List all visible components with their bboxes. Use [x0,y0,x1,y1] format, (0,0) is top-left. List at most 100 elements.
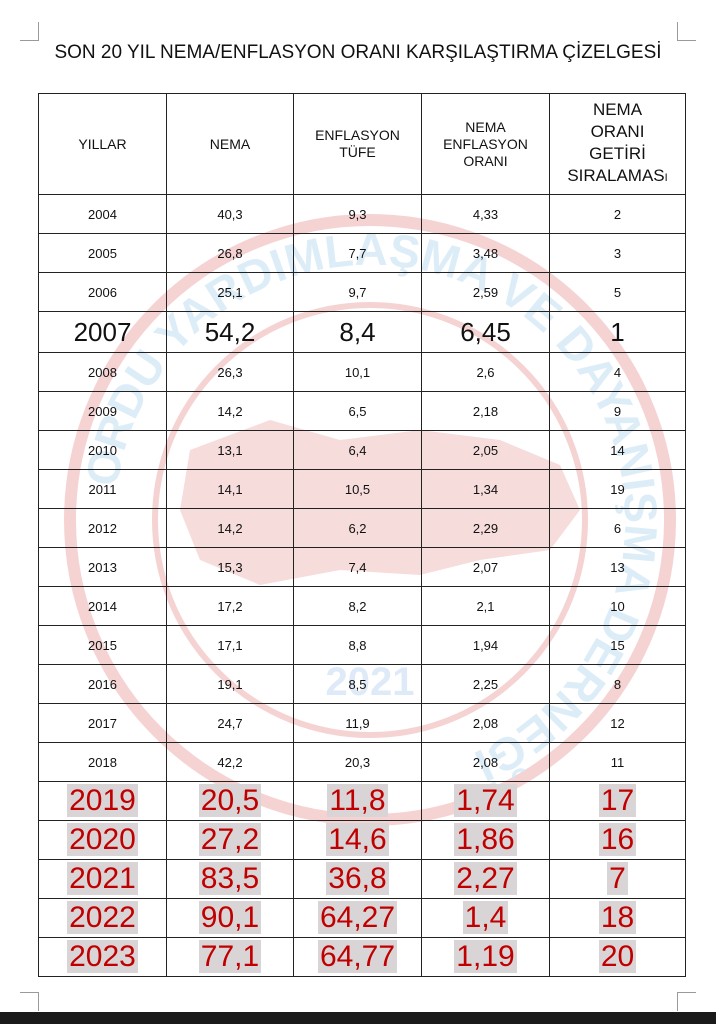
cell-rank: 5 [549,272,686,312]
bottom-bar [0,1012,716,1024]
cell-year: 2018 [38,742,167,782]
table-row: 2022 90,1 64,27 1,4 18 [38,898,686,938]
table-row: 2009 14,2 6,5 2,18 9 [38,391,686,431]
cell-nema: 26,3 [166,352,294,392]
header-ranking: NEMA ORANI GETİRİ SIRALAMASI [549,93,686,195]
table-row: 2016 19,1 8,5 2,25 8 [38,664,686,704]
cell-rank: 6 [549,508,686,548]
header-inflation: ENFLASYON TÜFE [293,93,422,195]
cell-rank: 19 [549,469,686,509]
cell-year: 2004 [38,194,167,234]
cell-nema: 90,1 [166,898,294,938]
cell-year: 2011 [38,469,167,509]
cell-year: 2015 [38,625,167,665]
cell-tufe: 6,4 [293,430,422,470]
table-row: 2021 83,5 36,8 2,27 7 [38,859,686,899]
cell-year: 2010 [38,430,167,470]
cell-year: 2016 [38,664,167,704]
cell-nema: 25,1 [166,272,294,312]
cell-ratio: 2,59 [421,272,550,312]
table-row: 2014 17,2 8,2 2,1 10 [38,586,686,626]
table-row: 2010 13,1 6,4 2,05 14 [38,430,686,470]
cell-year: 2007 [38,311,167,353]
cell-year: 2021 [38,859,167,899]
cell-rank: 13 [549,547,686,587]
cell-tufe: 9,7 [293,272,422,312]
cell-nema: 14,1 [166,469,294,509]
table-row: 2023 77,1 64,77 1,19 20 [38,937,686,977]
cell-tufe: 8,5 [293,664,422,704]
cell-ratio: 2,18 [421,391,550,431]
cell-tufe: 7,7 [293,233,422,273]
table-row: 2018 42,2 20,3 2,08 11 [38,742,686,782]
cell-ratio: 1,94 [421,625,550,665]
cell-nema: 26,8 [166,233,294,273]
cell-rank: 20 [549,937,686,977]
cell-tufe: 8,2 [293,586,422,626]
cell-nema: 17,1 [166,625,294,665]
cell-year: 2023 [38,937,167,977]
cell-tufe: 8,8 [293,625,422,665]
page-corner-mark [20,992,39,1011]
cell-rank: 10 [549,586,686,626]
table-row: 2020 27,2 14,6 1,86 16 [38,820,686,860]
page-corner-mark [677,992,696,1011]
header-years: YILLAR [38,93,167,195]
table-row: 2006 25,1 9,7 2,59 5 [38,272,686,312]
cell-ratio: 3,48 [421,233,550,273]
cell-tufe: 6,5 [293,391,422,431]
cell-tufe: 11,8 [293,781,422,821]
table-row: 2013 15,3 7,4 2,07 13 [38,547,686,587]
table-row: 2008 26,3 10,1 2,6 4 [38,352,686,392]
table-row: 2012 14,2 6,2 2,29 6 [38,508,686,548]
cell-rank: 7 [549,859,686,899]
cell-rank: 11 [549,742,686,782]
cell-nema: 20,5 [166,781,294,821]
page-title: SON 20 YIL NEMA/ENFLASYON ORANI KARŞILAŞ… [54,42,662,63]
cell-nema: 83,5 [166,859,294,899]
header-row: YILLAR NEMA ENFLASYON TÜFE NEMA ENFLASYO… [38,93,686,195]
cell-ratio: 2,05 [421,430,550,470]
page-corner-mark [20,22,39,41]
cell-year: 2008 [38,352,167,392]
cell-ratio: 2,08 [421,703,550,743]
cell-nema: 27,2 [166,820,294,860]
table-row: 2005 26,8 7,7 3,48 3 [38,233,686,273]
cell-rank: 2 [549,194,686,234]
cell-ratio: 1,86 [421,820,550,860]
cell-nema: 14,2 [166,508,294,548]
cell-ratio: 2,25 [421,664,550,704]
cell-ratio: 1,34 [421,469,550,509]
cell-nema: 42,2 [166,742,294,782]
cell-tufe: 20,3 [293,742,422,782]
cell-ratio: 6,45 [421,311,550,353]
cell-tufe: 64,77 [293,937,422,977]
cell-nema: 17,2 [166,586,294,626]
cell-year: 2020 [38,820,167,860]
cell-ratio: 1,74 [421,781,550,821]
cell-ratio: 2,29 [421,508,550,548]
cell-nema: 19,1 [166,664,294,704]
cell-rank: 3 [549,233,686,273]
cell-year: 2012 [38,508,167,548]
cell-tufe: 36,8 [293,859,422,899]
cell-tufe: 8,4 [293,311,422,353]
cell-rank: 1 [549,311,686,353]
table-row: 2004 40,3 9,3 4,33 2 [38,194,686,234]
header-nema: NEMA [166,93,294,195]
cell-year: 2005 [38,233,167,273]
cell-year: 2017 [38,703,167,743]
cell-rank: 18 [549,898,686,938]
cell-ratio: 1,4 [421,898,550,938]
cell-tufe: 11,9 [293,703,422,743]
table-row: 2019 20,5 11,8 1,74 17 [38,781,686,821]
cell-ratio: 2,1 [421,586,550,626]
cell-year: 2014 [38,586,167,626]
cell-rank: 14 [549,430,686,470]
cell-tufe: 9,3 [293,194,422,234]
cell-nema: 13,1 [166,430,294,470]
cell-ratio: 1,19 [421,937,550,977]
cell-rank: 8 [549,664,686,704]
cell-tufe: 7,4 [293,547,422,587]
cell-tufe: 10,1 [293,352,422,392]
